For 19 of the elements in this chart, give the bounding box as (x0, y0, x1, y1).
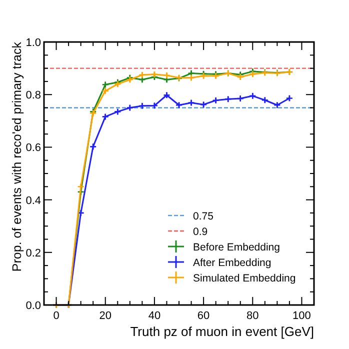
y-tick-label: 0.4 (26, 194, 41, 207)
x-tick-label: 100 (292, 310, 311, 322)
x-tick-label: 80 (246, 310, 259, 322)
x-tick-label: 60 (197, 310, 210, 322)
y-tick-label: 0.6 (26, 142, 41, 154)
y-tick-label: 0.8 (26, 90, 41, 102)
y-tick-label: 0.0 (26, 300, 41, 312)
y-tick-label: 0.2 (26, 247, 41, 260)
y-tick-label: 1.0 (26, 37, 41, 49)
legend-label: After Embedding (193, 257, 272, 269)
legend-label: 0.75 (193, 210, 214, 222)
y-axis-title: Prop. of events with reco'ed primary track (10, 41, 24, 272)
legend-label: Simulated Embedding (193, 272, 296, 284)
x-tick-label: 40 (148, 310, 161, 322)
x-axis-title: Truth pz of muon in event [GeV] (130, 324, 314, 339)
legend-label: 0.9 (193, 226, 208, 238)
x-tick-label: 0 (53, 310, 60, 322)
legend-label: Before Embedding (193, 242, 280, 254)
x-tick-label: 20 (99, 310, 112, 322)
